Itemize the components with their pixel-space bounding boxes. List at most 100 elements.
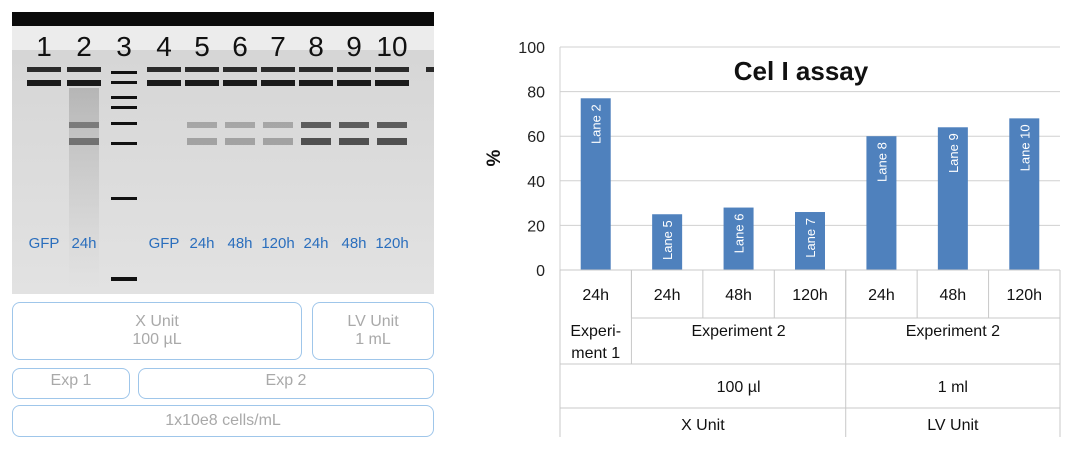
- chart-panel: 0 20 40 60 80 100 Lane 2 Lane 5 Lane 6 Lane 7 Lan…: [470, 0, 1070, 452]
- exp1-box: Exp 1: [12, 368, 130, 399]
- lane-number: 1: [36, 31, 52, 62]
- gel-band-main: [185, 80, 219, 86]
- gel-lane-labels: GFP 24h GFP 24h 48h 120h 24h 48h 120h: [29, 235, 409, 252]
- y-axis-label: %: [484, 149, 505, 166]
- gel-band-top: [261, 67, 295, 72]
- bar: [937, 127, 968, 270]
- gel-band-main: [337, 80, 371, 86]
- x-tick-label: 120h: [1006, 287, 1042, 304]
- gel-band-top: [299, 67, 333, 72]
- x-tick-label: 120h: [792, 287, 828, 304]
- cleavage-band-upper: [225, 122, 255, 128]
- gel-bands: [27, 67, 434, 288]
- unit-label: LV Unit: [927, 417, 979, 434]
- cleavage-band-lower: [377, 138, 407, 145]
- bar-lane-label: Lane 9: [946, 133, 961, 173]
- gel-band-top: [147, 67, 181, 72]
- cleavage-band-lower: [263, 138, 293, 145]
- lane-number: 4: [156, 31, 172, 62]
- lane-label: 48h: [341, 235, 366, 252]
- lane-label: 48h: [227, 235, 252, 252]
- category-axis: 24h 24h 48h 120h 24h 48h 120h Experi-ment 1 Expe…: [559, 269, 1061, 437]
- x-tick-label: 24h: [868, 287, 895, 304]
- gel-band-main: [223, 80, 257, 86]
- ladder-band: [111, 122, 137, 125]
- lane-label: 24h: [303, 235, 328, 252]
- chart-title: Cel I assay: [734, 56, 869, 86]
- gel-band-top: [337, 67, 371, 72]
- bar-lane-label: Lane 7: [803, 218, 818, 258]
- gel-band-top: [27, 67, 61, 72]
- bar-lane-label: Lane 6: [732, 214, 747, 254]
- gel-band-main: [27, 80, 61, 86]
- bar: [866, 136, 897, 270]
- unit-label: X Unit: [681, 417, 725, 434]
- gel-band-main: [67, 80, 101, 86]
- x-unit-title: X Unit: [135, 313, 179, 330]
- gel-band-main: [261, 80, 295, 86]
- gel-band-main: [375, 80, 409, 86]
- ladder-band: [111, 142, 137, 145]
- bars: [580, 98, 1040, 270]
- bar: [795, 212, 825, 270]
- y-tick-label: 0: [536, 263, 545, 280]
- exp2-box: Exp 2: [138, 368, 434, 399]
- x-tick-label: 48h: [940, 287, 967, 304]
- ladder-band: [111, 71, 137, 74]
- y-tick-label: 80: [527, 85, 545, 102]
- bar-lane-label: Lane 2: [589, 104, 604, 144]
- gel-band-top: [223, 67, 257, 72]
- lane-label: 120h: [261, 235, 294, 252]
- cleavage-band-upper: [377, 122, 407, 128]
- y-tick-label: 100: [518, 40, 545, 57]
- ladder-band: [111, 81, 137, 84]
- experiment-label: ment 1: [571, 345, 620, 362]
- cleavage-band-upper: [187, 122, 217, 128]
- gel-lane-numbers: 1 2 3 4 5 6 7 8 9 10: [36, 31, 407, 62]
- cleavage-band-lower: [301, 138, 331, 145]
- bar-labels: Lane 2 Lane 5 Lane 6 Lane 7 Lane 8 Lane 9 Lane…: [589, 104, 1033, 260]
- x-tick-label: 24h: [582, 287, 609, 304]
- exp1-label: Exp 1: [50, 372, 92, 389]
- ladder-band: [111, 197, 137, 200]
- exp2-label: Exp 2: [265, 372, 307, 389]
- ladder-band: [111, 106, 137, 109]
- lane-number: 3: [116, 31, 132, 62]
- bar: [723, 207, 754, 270]
- experiment-label: Experiment 2: [691, 323, 785, 340]
- y-tick-label: 20: [527, 218, 545, 235]
- lane-number: 6: [232, 31, 248, 62]
- bar-lane-label: Lane 10: [1017, 124, 1032, 171]
- lv-unit-box: LV Unit 1 mL: [312, 302, 434, 360]
- lv-unit-title: LV Unit: [347, 313, 399, 330]
- experiment-label: Experiment 2: [906, 323, 1000, 340]
- x-unit-volume: 100 µL: [132, 331, 182, 348]
- volume-label: 100 µl: [717, 379, 761, 396]
- experiment-label: Experi-: [570, 323, 621, 340]
- gel-band-main: [147, 80, 181, 86]
- gel-band-top: [185, 67, 219, 72]
- gel-band-top: [67, 67, 101, 72]
- bar: [652, 214, 683, 270]
- cleavage-band-lower: [339, 138, 369, 145]
- lane-number: 8: [308, 31, 324, 62]
- lane-label: 24h: [71, 235, 96, 252]
- bar: [1009, 118, 1040, 270]
- cleavage-band-upper: [339, 122, 369, 128]
- lane-label: GFP: [149, 235, 180, 252]
- cleavage-band-upper: [263, 122, 293, 128]
- lane-label: 120h: [375, 235, 408, 252]
- gel-top-bar: [12, 12, 434, 26]
- gel-image: 1 2 3 4 5 6 7 8 9 10 GFP 24h GFP 24h 48h 120h 24h 48h 120…: [12, 12, 434, 294]
- bar-lane-label: Lane 5: [660, 220, 675, 260]
- lane-number: 9: [346, 31, 362, 62]
- cleavage-band-lower: [187, 138, 217, 145]
- bar-lane-label: Lane 8: [874, 142, 889, 182]
- y-tick-label: 60: [527, 129, 545, 146]
- cleavage-band-lower: [225, 138, 255, 145]
- gel-smear: [69, 88, 99, 288]
- lane-number: 10: [376, 31, 407, 62]
- cells-concentration-label: 1x10e8 cells/mL: [165, 412, 281, 429]
- cells-concentration-box: 1x10e8 cells/mL: [12, 405, 434, 437]
- gel-band-edge: [426, 67, 434, 72]
